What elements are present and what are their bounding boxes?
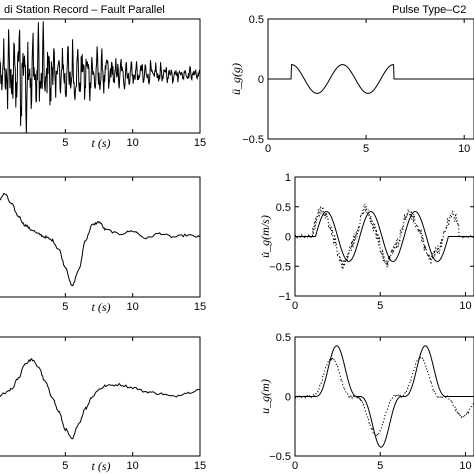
panel-right-bot: 0 5 100.50−0.5u_g(m) bbox=[258, 332, 474, 472]
series-group bbox=[0, 192, 201, 287]
y-tick-label: −0.5 bbox=[242, 134, 264, 146]
x-axis-label: t (s) bbox=[92, 459, 111, 473]
left-column-title: di Station Record – Fault Parallel bbox=[4, 4, 165, 16]
x-tick-label: 10 bbox=[458, 143, 470, 155]
x-tick-label: 10 bbox=[127, 301, 139, 313]
y-tick-label: −0.5 bbox=[269, 261, 291, 273]
x-tick-label: 10 bbox=[459, 460, 471, 472]
x-tick-label: 15 bbox=[194, 460, 206, 472]
y-axis-label: u̇_g(m/s) bbox=[258, 215, 272, 258]
panel-left-top: 5 10 15 t (s) bbox=[0, 18, 206, 150]
x-tick-label: 15 bbox=[194, 301, 206, 313]
series-line-0 bbox=[0, 358, 201, 440]
y-tick-label: 0.5 bbox=[276, 202, 291, 214]
x-tick-label: 15 bbox=[194, 137, 206, 149]
series-group bbox=[295, 345, 474, 448]
x-tick-label: 10 bbox=[459, 300, 471, 312]
x-axis-label: t (s) bbox=[92, 300, 111, 314]
y-tick-label: 0.5 bbox=[276, 332, 291, 344]
y-tick-label: 1 bbox=[285, 172, 291, 184]
x-tick-label: 5 bbox=[377, 460, 383, 472]
y-tick-label: −0.5 bbox=[269, 451, 291, 463]
panel-right-top: 0 5 100.50−0.5ü_g(g) bbox=[229, 14, 474, 155]
x-tick-label: 5 bbox=[62, 460, 68, 472]
axes-frame bbox=[0, 176, 201, 298]
y-tick-label: 0 bbox=[258, 74, 264, 86]
y-tick-label: 0.5 bbox=[249, 14, 264, 26]
series-line-1 bbox=[295, 355, 474, 437]
series-line-0 bbox=[0, 21, 201, 133]
y-tick-label: 0 bbox=[285, 232, 291, 244]
y-tick-label: 0 bbox=[285, 392, 291, 404]
x-tick-label: 5 bbox=[377, 300, 383, 312]
series-line-0 bbox=[268, 64, 474, 94]
axes-frame bbox=[0, 336, 201, 457]
axes-frame bbox=[294, 176, 474, 297]
x-tick-label: 0 bbox=[292, 460, 298, 472]
panels-group: 5 10 15t (s)5 10 15t (s)5 10 15t (s)0 5 100.50−0… bbox=[0, 14, 474, 473]
right-column-title: Pulse Type–C2 bbox=[392, 4, 466, 16]
y-tick-label: −1 bbox=[278, 291, 291, 303]
axes-frame bbox=[0, 18, 201, 134]
y-axis-label: ü_g(g) bbox=[229, 63, 243, 95]
panel-left-bot: 5 10 15 t (s) bbox=[0, 336, 206, 473]
series-group bbox=[295, 203, 474, 270]
x-tick-label: 10 bbox=[127, 460, 139, 472]
panel-right-mid: 0 5 10 1 0.5 0 −0.5 −1 u̇_g(m/s) bbox=[258, 172, 474, 312]
series-group bbox=[0, 358, 201, 440]
x-tick-label: 5 bbox=[363, 143, 369, 155]
x-tick-label: 5 bbox=[62, 137, 68, 149]
y-axis-label: u_g(m) bbox=[258, 379, 272, 414]
series-line-0 bbox=[0, 192, 201, 287]
x-tick-label: 5 bbox=[62, 301, 68, 313]
x-tick-label: 0 bbox=[292, 300, 298, 312]
series-group bbox=[268, 64, 474, 94]
series-line-1 bbox=[295, 203, 474, 270]
series-line-0 bbox=[295, 211, 474, 262]
x-tick-label: 10 bbox=[127, 137, 139, 149]
series-group bbox=[0, 21, 201, 133]
x-axis-label: t (s) bbox=[92, 136, 111, 150]
panel-left-mid: 5 10 15 t (s) bbox=[0, 176, 206, 314]
x-tick-label: 0 bbox=[265, 143, 271, 155]
